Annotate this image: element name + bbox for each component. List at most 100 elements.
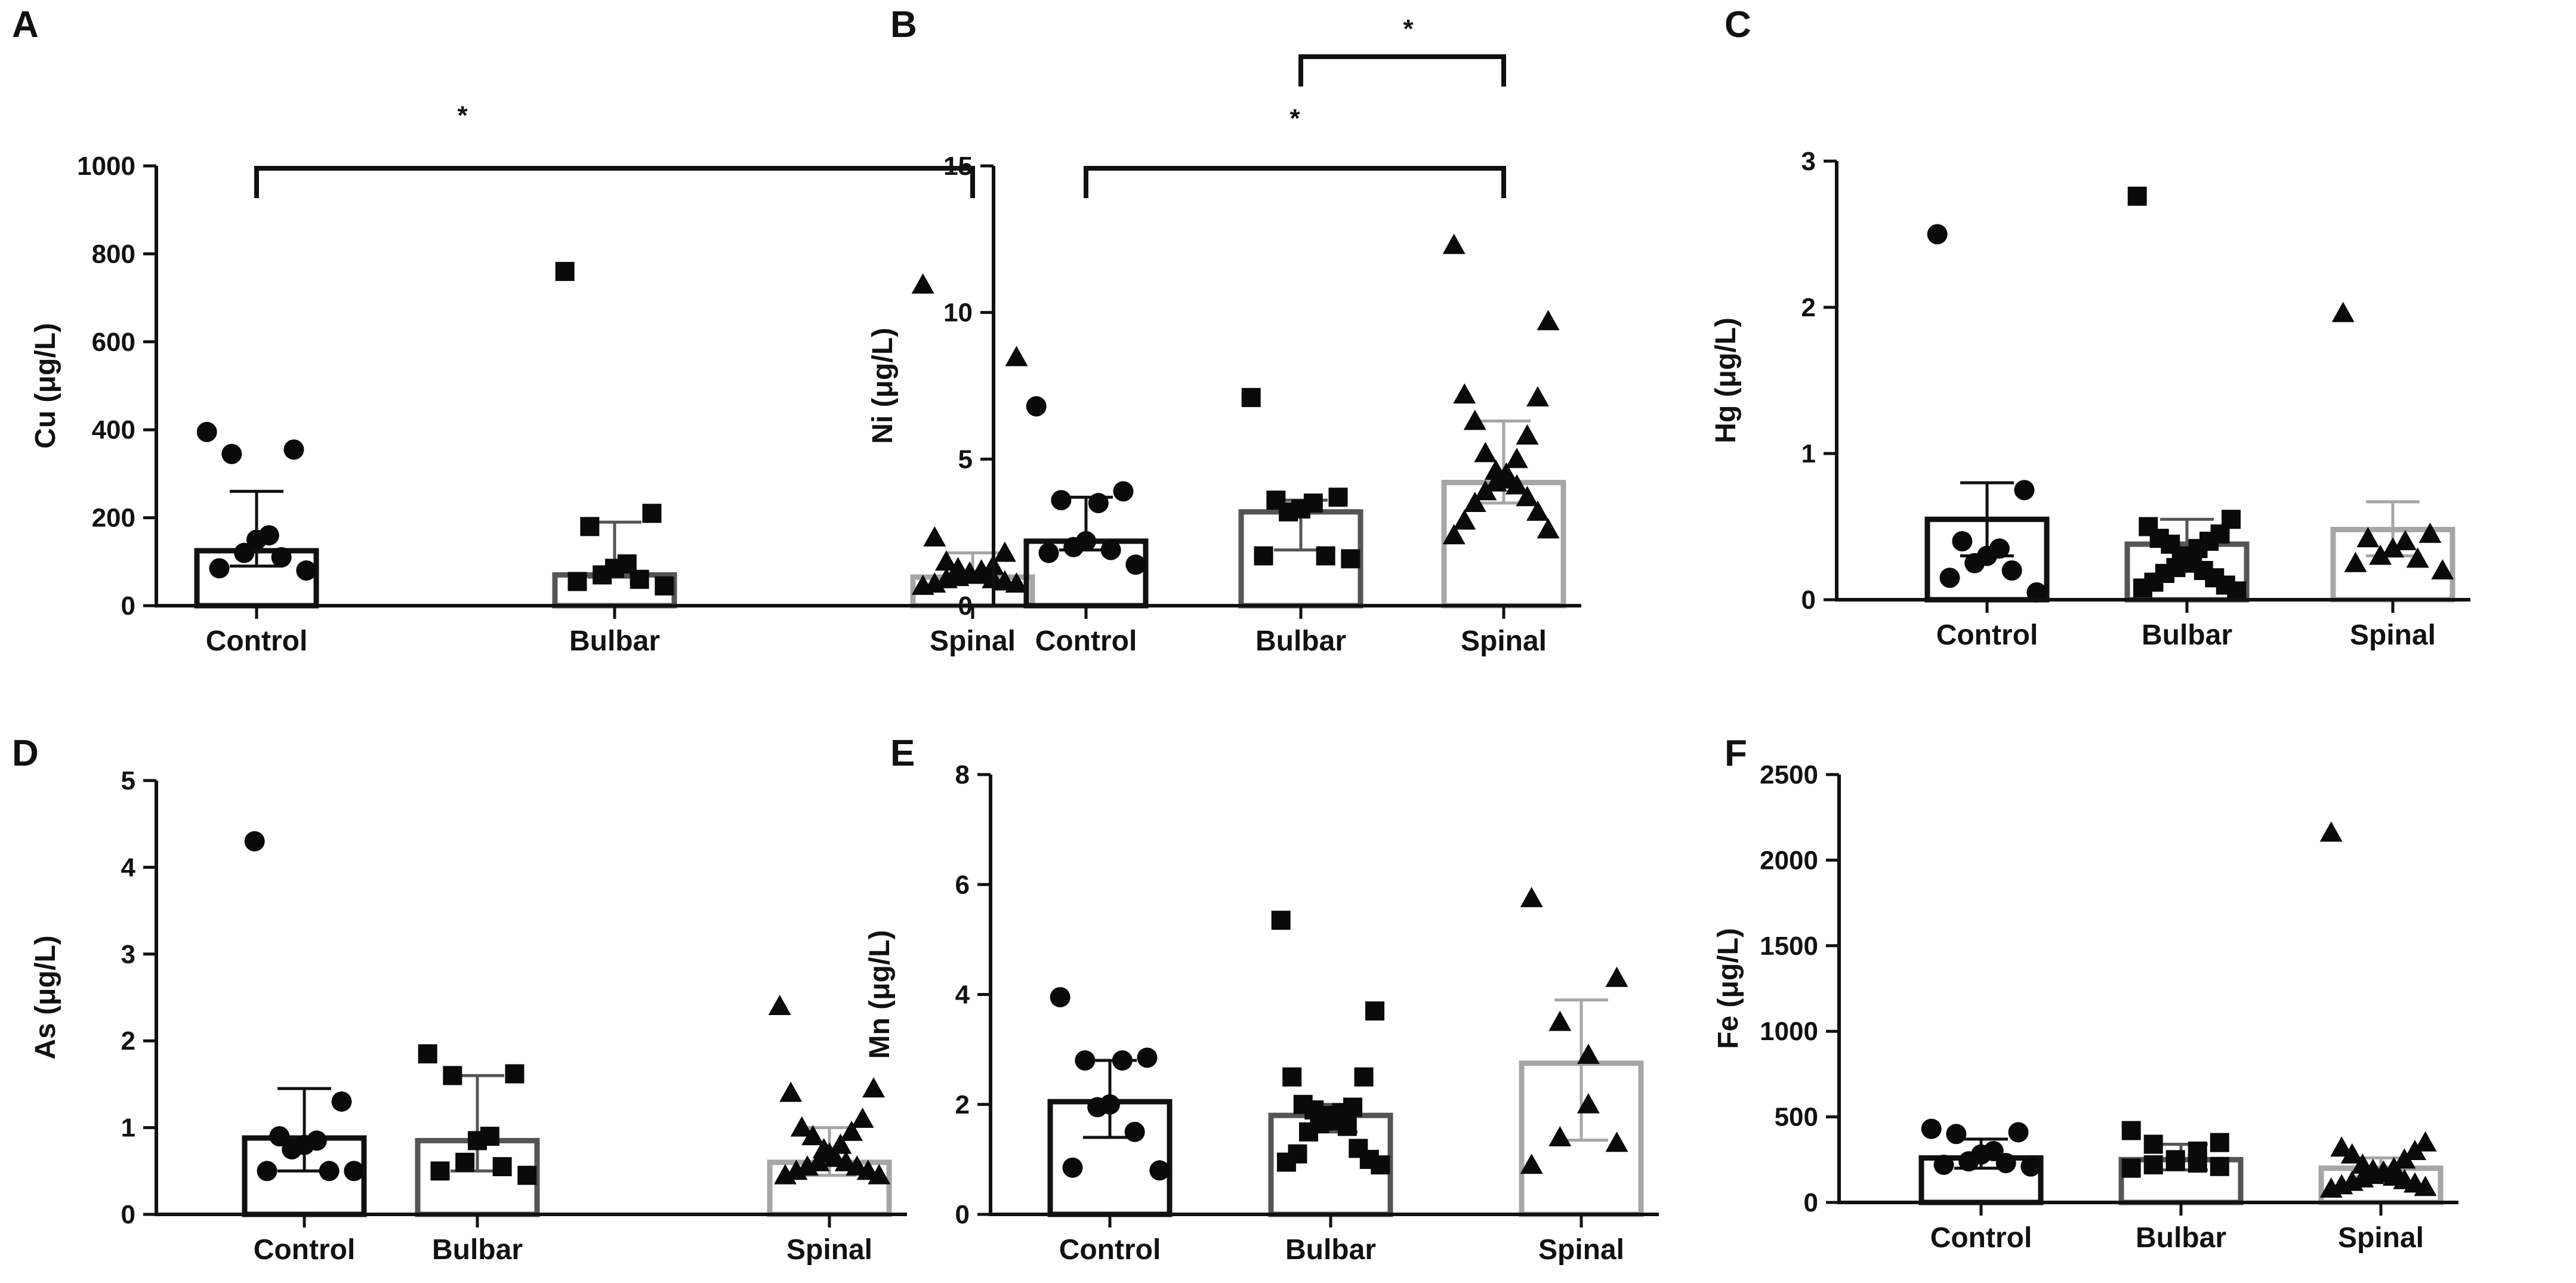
y-tick-label: 0: [1801, 585, 1816, 615]
data-point-bulbar: [468, 1131, 487, 1151]
data-point-control: [319, 1161, 340, 1182]
data-point-bulbar: [443, 1066, 462, 1085]
data-point-spinal: [2393, 530, 2417, 550]
data-point-bulbar: [2121, 1158, 2141, 1178]
x-label-control: Control: [1035, 625, 1137, 657]
y-tick-label: 1: [1801, 439, 1816, 468]
data-point-spinal: [1577, 1043, 1600, 1064]
data-point-spinal: [1605, 1131, 1628, 1152]
x-label-control: Control: [206, 625, 308, 657]
data-point-spinal: [2356, 527, 2380, 548]
data-point-bulbar: [1276, 1152, 1296, 1172]
data-point-control: [1995, 1153, 2016, 1174]
data-point-spinal: [1463, 492, 1486, 513]
data-point-control: [1933, 1154, 1954, 1175]
y-tick-label: 1500: [1760, 932, 1818, 961]
data-point-spinal: [1520, 1154, 1543, 1174]
x-label-spinal: Spinal: [1461, 625, 1547, 657]
panel-letter: C: [1724, 4, 1751, 45]
x-label-bulbar: Bulbar: [2142, 619, 2232, 651]
significance-bracket: [254, 166, 975, 198]
data-point-control: [1946, 1124, 1967, 1145]
data-point-spinal: [1442, 524, 1466, 545]
y-tick-label: 1000: [77, 152, 135, 181]
data-point-control: [344, 1161, 365, 1182]
data-point-control: [282, 1139, 303, 1159]
data-point-spinal: [2330, 1136, 2353, 1157]
data-point-spinal: [840, 1120, 863, 1141]
y-tick-label: 6: [955, 870, 970, 899]
data-point-spinal: [1474, 442, 1497, 462]
data-point-spinal: [2381, 537, 2404, 558]
data-point-spinal: [923, 526, 946, 547]
data-point-control: [1063, 536, 1084, 557]
data-point-bulbar: [2121, 1121, 2141, 1140]
data-point-control: [2001, 560, 2022, 581]
data-point-bulbar: [567, 572, 587, 591]
data-point-bulbar: [2127, 186, 2147, 206]
y-tick-label: 8: [955, 760, 970, 789]
data-point-spinal: [1484, 471, 1507, 492]
data-point-spinal: [2406, 547, 2429, 568]
y-tick-label: 2: [955, 1090, 970, 1119]
panel-letter: D: [12, 733, 39, 774]
y-axis-title: Ni (μg/L): [867, 328, 899, 444]
data-point-spinal: [1548, 1126, 1572, 1147]
data-point-spinal: [911, 574, 934, 595]
significance-bracket: [1084, 166, 1506, 198]
data-point-bulbar: [555, 261, 575, 281]
x-label-bulbar: Bulbar: [2136, 1222, 2226, 1254]
data-point-control: [1051, 490, 1072, 511]
data-point-control: [246, 529, 267, 550]
data-point-spinal: [2369, 544, 2392, 565]
data-point-control: [283, 439, 304, 460]
data-point-bulbar: [492, 1157, 512, 1177]
data-point-bulbar: [430, 1161, 450, 1181]
data-point-spinal: [2340, 1143, 2364, 1164]
y-tick-label: 3: [1801, 147, 1816, 176]
data-point-spinal: [862, 1077, 886, 1098]
y-tick-label: 0: [955, 1200, 970, 1229]
data-point-spinal: [1474, 480, 1497, 501]
panel-letter: F: [1724, 733, 1747, 774]
panel-b: B Control Bulbar Spinal 0 5 10 15 Ni (μg/L) * *: [867, 4, 1581, 657]
data-point-control: [234, 542, 255, 563]
data-point-control: [2008, 1122, 2029, 1143]
data-point-control: [1124, 1121, 1145, 1142]
panel-d: D Control Bulbar Spinal 0 1 2 3 4 5 As (μg/L): [12, 733, 907, 1266]
data-point-bulbar: [655, 576, 674, 596]
data-point-bulbar: [1241, 388, 1261, 408]
data-point-spinal: [1520, 887, 1543, 908]
x-label-bulbar: Bulbar: [1255, 625, 1346, 657]
data-point-spinal: [1463, 409, 1486, 430]
data-point-spinal: [1453, 383, 1476, 404]
data-point-spinal: [1537, 310, 1560, 331]
x-label-control: Control: [1936, 619, 2038, 651]
data-point-bulbar: [2165, 1152, 2185, 1171]
significance-bracket: [1298, 54, 1506, 87]
y-tick-label: 800: [92, 239, 135, 269]
data-point-control: [196, 421, 217, 442]
data-point-control: [2014, 480, 2035, 501]
data-point-control: [2026, 582, 2047, 603]
x-label-spinal: Spinal: [2350, 619, 2436, 651]
data-point-spinal: [934, 550, 958, 571]
data-point-spinal: [790, 1116, 813, 1137]
data-point-control: [271, 547, 292, 568]
data-point-spinal: [2319, 1177, 2343, 1198]
data-point-spinal: [1526, 386, 1549, 407]
data-point-control: [1958, 1151, 1979, 1172]
data-point-spinal: [1605, 966, 1628, 987]
data-point-control: [1050, 987, 1070, 1008]
data-point-control: [1112, 1050, 1133, 1071]
y-axis-title: Mn (μg/L): [864, 930, 896, 1059]
y-axis-title: Fe (μg/L): [1713, 928, 1744, 1049]
data-point-bulbar: [1341, 549, 1361, 569]
data-point-spinal: [2414, 1131, 2437, 1152]
data-point-spinal: [1453, 509, 1476, 530]
data-point-bulbar: [505, 1064, 525, 1084]
y-tick-label: 4: [121, 853, 136, 882]
y-axis-title: Hg (μg/L): [1710, 317, 1742, 443]
data-point-spinal: [1516, 424, 1539, 445]
panel-f: F Control Bulbar Spinal 0 500 1000 1500 2000 2500…: [1713, 733, 2458, 1254]
